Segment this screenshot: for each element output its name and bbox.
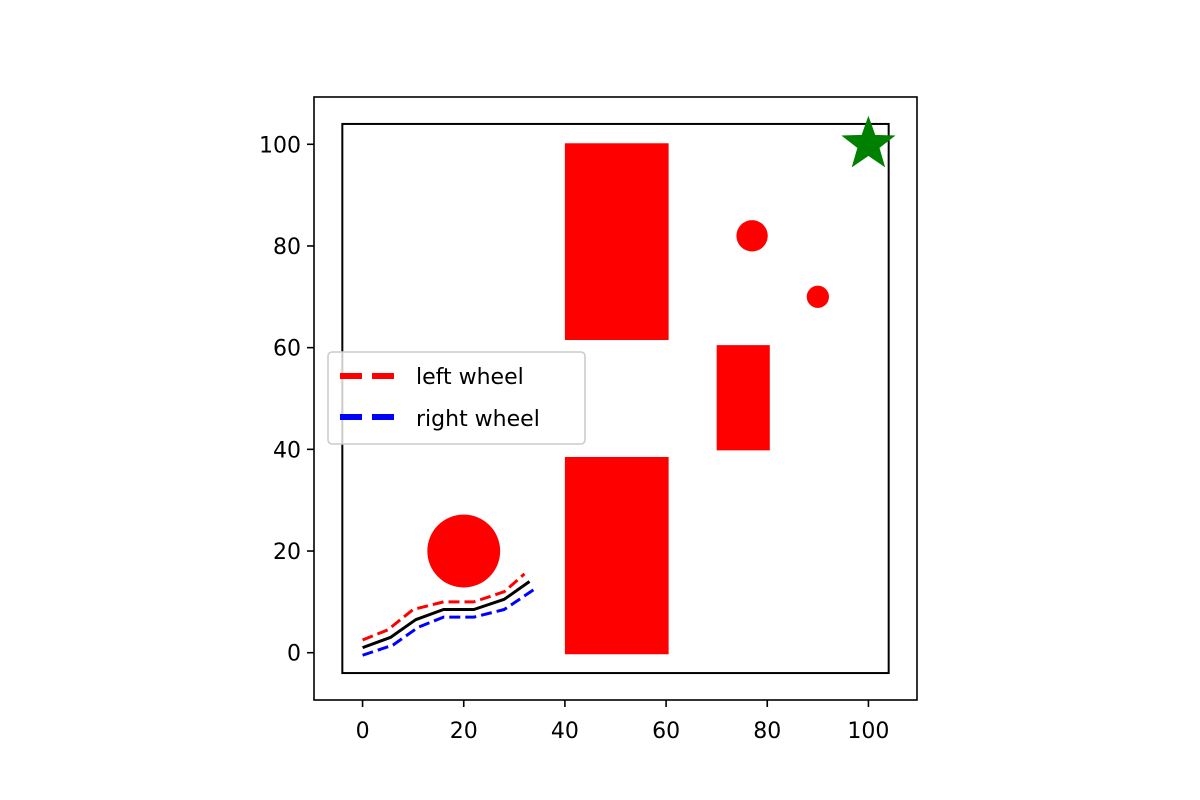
x-tick-label: 20 <box>450 719 478 744</box>
plot-area <box>341 115 896 675</box>
obstacle-rect-0 <box>564 456 669 655</box>
obstacle-circle-2 <box>806 285 829 308</box>
left-wheel-line <box>362 572 526 642</box>
obstacle-circle-1 <box>736 220 768 252</box>
obstacle-circle-0 <box>427 514 501 588</box>
legend-right-wheel-label: right wheel <box>416 407 540 432</box>
axes-frame <box>313 96 918 701</box>
legend: left wheel right wheel <box>327 351 586 445</box>
y-tick-label: 0 <box>287 642 301 667</box>
y-tick-label: 100 <box>259 133 301 158</box>
y-tick-label: 60 <box>273 337 301 362</box>
y-tick-label: 20 <box>273 540 301 565</box>
y-tick-label: 80 <box>273 235 301 260</box>
right-wheel-line <box>362 587 536 657</box>
x-tick-label: 100 <box>847 719 889 744</box>
legend-left-wheel-label: left wheel <box>416 365 524 390</box>
obstacle-rect-2 <box>716 345 770 451</box>
obstacle-rect-1 <box>564 143 669 341</box>
x-tick-label: 60 <box>652 719 680 744</box>
center-path-line <box>362 580 531 650</box>
x-tick-label: 0 <box>356 719 370 744</box>
x-tick-label: 80 <box>753 719 781 744</box>
y-tick-label: 40 <box>273 438 301 463</box>
axis-ticks: 0 20 40 60 80 100 0 20 40 60 80 100 <box>259 133 889 744</box>
goal-star-marker <box>841 115 896 168</box>
x-tick-label: 40 <box>551 719 579 744</box>
